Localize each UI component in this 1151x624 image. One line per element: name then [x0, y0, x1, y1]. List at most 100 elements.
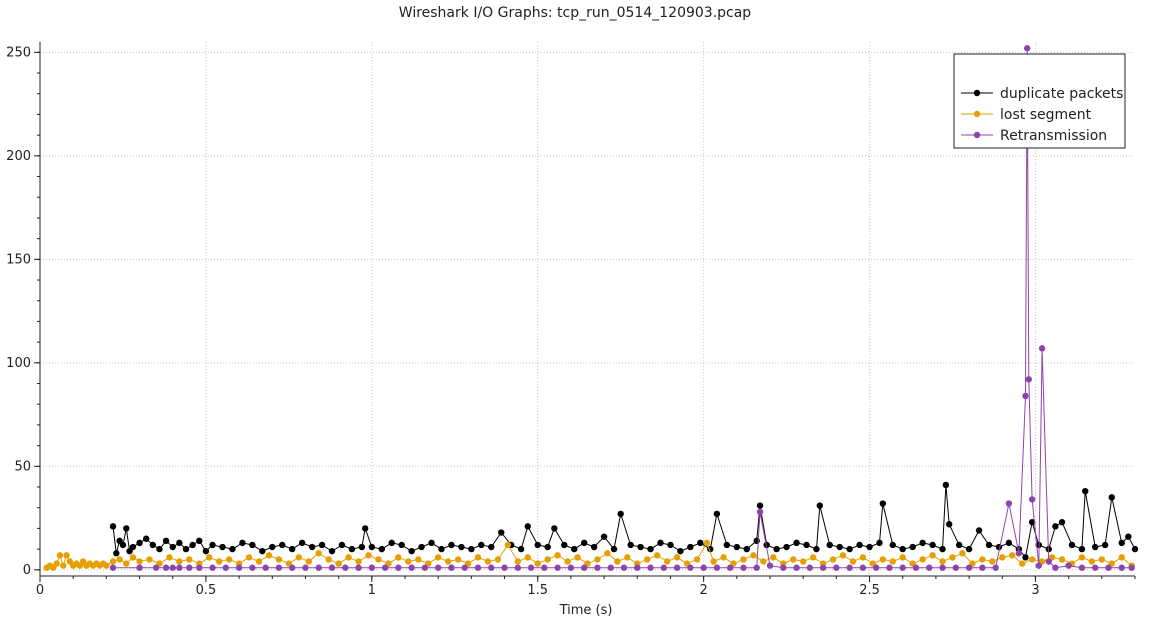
data-point [647, 545, 654, 553]
data-point [345, 554, 352, 561]
data-point [713, 510, 721, 518]
data-point [501, 564, 508, 571]
data-point [886, 564, 893, 571]
series-layer [43, 45, 1139, 571]
data-point [245, 554, 253, 561]
data-point [375, 556, 382, 563]
data-point [783, 543, 790, 551]
data-point [846, 545, 853, 553]
data-point [176, 539, 183, 547]
data-point [687, 564, 694, 571]
data-point [647, 564, 654, 571]
data-point [653, 552, 661, 559]
data-point [109, 564, 117, 571]
series-line [112, 484, 1136, 559]
data-point [1052, 564, 1059, 571]
data-point [939, 564, 946, 571]
data-point [169, 543, 176, 551]
x-tick-label: 2 [699, 583, 707, 598]
data-point [514, 564, 522, 571]
data-point [328, 564, 336, 571]
data-point [1091, 564, 1099, 571]
data-point [1045, 558, 1052, 565]
data-point [461, 564, 468, 571]
data-point [839, 552, 847, 559]
data-point [176, 564, 183, 571]
data-point [1105, 564, 1112, 571]
data-point [919, 539, 926, 547]
data-point [434, 554, 442, 561]
data-point [726, 564, 734, 571]
data-point [949, 554, 956, 561]
data-point [215, 558, 223, 565]
legend[interactable]: duplicate packets lost segment Retransmiss… [953, 53, 1126, 149]
data-point [985, 541, 993, 549]
data-point [259, 547, 266, 555]
data-point [580, 539, 588, 547]
data-point [859, 554, 867, 561]
data-point [1028, 556, 1036, 563]
data-point [342, 564, 349, 571]
data-point [816, 502, 823, 509]
data-point [856, 541, 863, 549]
data-point [544, 556, 551, 563]
data-point [136, 558, 143, 565]
data-point [766, 562, 774, 569]
data-point [620, 564, 628, 571]
data-point [554, 564, 561, 571]
data-point [720, 554, 727, 561]
data-point [979, 564, 986, 571]
data-point [806, 564, 814, 571]
data-point [302, 564, 309, 571]
data-point [793, 564, 800, 571]
data-point [494, 556, 502, 563]
data-point [879, 500, 887, 507]
data-point [1022, 392, 1029, 400]
data-point [109, 558, 117, 565]
data-point [162, 537, 170, 545]
data-point [909, 543, 916, 551]
data-point [551, 525, 558, 532]
data-point [1101, 541, 1109, 549]
legend-swatch-marker [973, 110, 981, 118]
series-duplicate-packets [109, 481, 1139, 561]
data-point [434, 564, 442, 571]
data-point [554, 552, 561, 559]
data-point [381, 564, 389, 571]
data-point [152, 564, 160, 571]
x-tick-label: 3 [1031, 583, 1039, 598]
data-point [60, 562, 67, 569]
data-point [809, 554, 817, 561]
data-point [833, 564, 840, 571]
data-point [1025, 376, 1033, 383]
data-point [955, 541, 963, 549]
data-point [355, 564, 362, 571]
data-point [458, 543, 465, 551]
data-point [1038, 345, 1046, 352]
data-point [186, 556, 193, 563]
data-point [756, 502, 764, 509]
data-point [677, 547, 684, 555]
data-point [1118, 554, 1125, 561]
y-tick-label: 100 [6, 356, 31, 371]
legend-box [953, 53, 1126, 149]
data-point [498, 529, 505, 536]
data-point [269, 543, 276, 551]
data-point [189, 541, 196, 549]
data-point [295, 554, 303, 561]
data-point [687, 543, 694, 551]
data-point [1028, 518, 1036, 526]
data-point [249, 564, 256, 571]
data-point [275, 564, 283, 571]
data-point [378, 545, 385, 553]
data-point [1005, 539, 1013, 547]
data-point [989, 558, 996, 565]
data-point [249, 541, 256, 549]
data-point [279, 541, 286, 549]
data-point [162, 564, 170, 571]
data-point [733, 543, 741, 551]
series-lost-segment [43, 539, 1135, 571]
data-point [1052, 523, 1059, 530]
